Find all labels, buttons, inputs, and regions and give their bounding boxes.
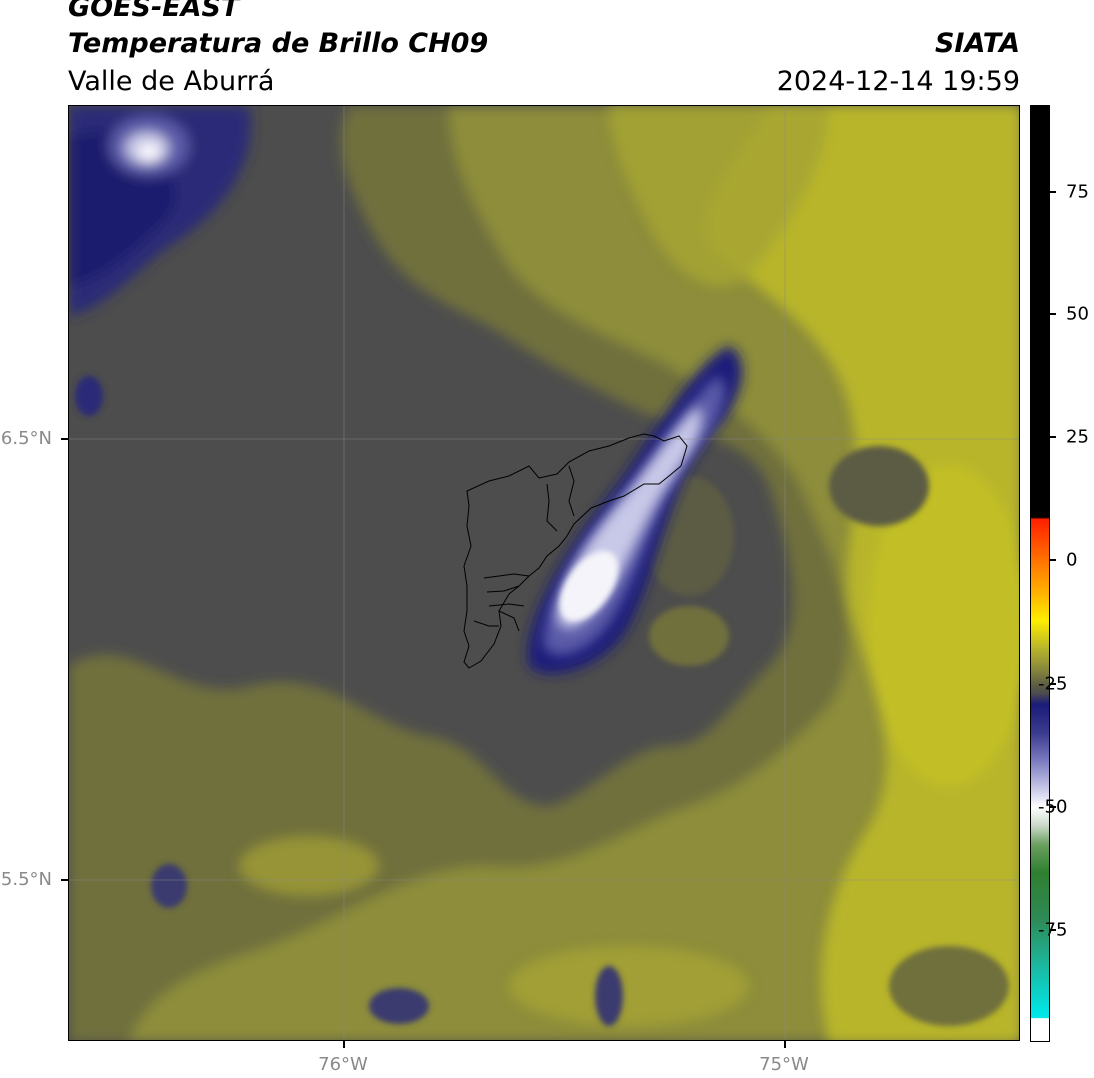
lon-tick — [784, 1041, 786, 1048]
lat-tick — [61, 438, 68, 440]
product-title: Temperatura de Brillo CH09 — [68, 28, 489, 59]
lat-tick — [61, 879, 68, 881]
region-title: Valle de Aburrá — [68, 66, 275, 97]
temperature-colorbar — [1030, 105, 1050, 1042]
brightness-temperature-map[interactable] — [68, 105, 1020, 1041]
convective-cell — [527, 346, 743, 674]
lon-tick — [343, 1041, 345, 1048]
colorbar-tick — [1050, 929, 1056, 931]
colorbar-label-25: 25 — [1066, 426, 1089, 448]
graticule — [69, 106, 1019, 1040]
colorbar-label-50: 50 — [1066, 303, 1089, 325]
aburra-valley-boundaries — [463, 433, 688, 669]
warmest-layer — [239, 106, 1019, 1040]
cold-cloud-northwest — [69, 106, 251, 316]
colorbar-tick — [1050, 683, 1056, 685]
colorbar-label-75: 75 — [1066, 181, 1089, 203]
colorbar-label-minus-50: -50 — [1038, 796, 1068, 818]
lat-label-5-5n: 5.5°N — [0, 869, 52, 890]
colorbar-label-minus-25: -25 — [1038, 673, 1068, 695]
colorbar-label-minus-75: -75 — [1038, 919, 1068, 941]
map-canvas — [69, 106, 1019, 1040]
colorbar-tick — [1050, 191, 1056, 193]
satellite-title: GOES-EAST — [68, 0, 240, 23]
lat-label-6-5n: 6.5°N — [0, 428, 52, 449]
lon-label-76w: 76°W — [318, 1054, 368, 1075]
colorbar-tick — [1050, 436, 1056, 438]
timestamp-label: 2024-12-14 19:59 — [776, 66, 1020, 97]
organization-label: SIATA — [934, 28, 1020, 59]
cold-spots-south — [75, 376, 623, 1026]
colorbar-label-0: 0 — [1066, 549, 1078, 571]
lon-label-75w: 75°W — [759, 1054, 809, 1075]
warm-cloud-layer — [69, 106, 1019, 1040]
colorbar-tick — [1050, 559, 1056, 561]
colorbar-tick — [1050, 806, 1056, 808]
colorbar-tick — [1050, 313, 1056, 315]
